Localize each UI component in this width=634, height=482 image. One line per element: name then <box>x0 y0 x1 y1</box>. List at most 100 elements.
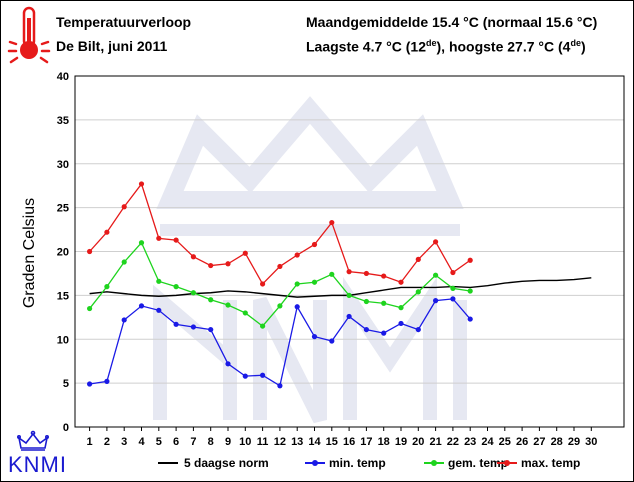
series-line-norm <box>89 277 592 298</box>
x-tick-label: 12 <box>274 436 286 448</box>
x-tick-label: 8 <box>208 436 214 448</box>
data-point-min <box>381 330 387 336</box>
x-tick-label: 30 <box>585 436 597 448</box>
x-tick-label: 11 <box>257 436 269 448</box>
data-point-min <box>450 296 456 302</box>
data-point-min <box>415 326 421 333</box>
x-tick-label: 13 <box>291 436 303 448</box>
data-point-max <box>225 261 231 267</box>
data-point-gem <box>260 323 266 329</box>
data-point-min <box>398 320 404 327</box>
x-tick-label: 24 <box>481 436 494 448</box>
x-tick-label: 10 <box>239 436 251 448</box>
y-tick-label: 25 <box>57 203 69 215</box>
data-point-gem <box>87 305 93 312</box>
watermark-crown <box>156 96 464 209</box>
knmi-logo-text: KNMI <box>8 452 67 477</box>
data-point-gem <box>294 281 300 287</box>
chart-subtitle-location: De Bilt, juni 2011 <box>56 38 168 54</box>
data-point-max <box>450 269 456 276</box>
data-point-max <box>329 219 335 226</box>
x-tick-label: 6 <box>173 436 179 448</box>
data-point-max <box>190 254 196 260</box>
data-point-gem <box>156 278 162 284</box>
data-point-min <box>121 317 127 323</box>
data-point-max <box>415 256 421 262</box>
y-tick-label: 5 <box>63 378 69 390</box>
data-point-max <box>294 252 300 258</box>
x-tick-label: 20 <box>412 436 424 448</box>
data-point-min <box>311 334 318 340</box>
data-point-gem <box>363 298 369 305</box>
data-point-gem <box>415 289 421 295</box>
data-point-max <box>381 273 387 279</box>
x-tick-label: 28 <box>551 436 563 448</box>
data-point-gem <box>381 300 387 306</box>
data-point-max <box>208 262 214 269</box>
x-tick-label: 1 <box>87 436 93 448</box>
data-point-min <box>467 316 473 322</box>
data-point-max <box>173 237 179 243</box>
x-tick-label: 21 <box>429 436 441 448</box>
data-point-gem <box>225 302 231 308</box>
y-tick-label: 35 <box>57 115 69 127</box>
data-point-gem <box>450 285 456 291</box>
data-point-min <box>433 298 439 304</box>
data-point-min <box>260 372 266 378</box>
data-point-max <box>277 263 283 270</box>
data-point-gem <box>173 284 179 290</box>
data-point-max <box>104 229 110 235</box>
data-point-gem <box>138 240 145 246</box>
data-point-gem <box>208 297 214 303</box>
crown-icon <box>16 430 49 451</box>
x-tick-label: 7 <box>190 436 196 448</box>
data-point-max <box>467 257 473 263</box>
data-point-min <box>225 361 231 367</box>
x-tick-label: 14 <box>308 436 321 448</box>
y-tick-label: 30 <box>57 159 69 171</box>
x-tick-label: 17 <box>360 436 372 448</box>
x-tick-label: 23 <box>464 436 476 448</box>
monthly-average-text: Maandgemiddelde 15.4 °C (normaal 15.6 °C… <box>306 14 598 30</box>
data-point-min <box>363 326 369 333</box>
chart-title: Temperatuurverloop <box>56 14 192 30</box>
x-tick-label: 19 <box>395 436 407 448</box>
data-point-max <box>242 250 248 256</box>
x-tick-label: 4 <box>138 436 145 448</box>
data-point-gem <box>329 271 335 277</box>
data-point-min <box>104 378 110 384</box>
data-point-min <box>277 383 283 389</box>
x-tick-label: 25 <box>499 436 511 448</box>
data-point-max <box>398 279 404 285</box>
x-tick-label: 16 <box>343 436 355 448</box>
watermark-letters <box>153 276 467 424</box>
data-point-gem <box>398 305 404 311</box>
thermometer-icon <box>7 6 51 64</box>
y-tick-label: 20 <box>57 247 69 259</box>
legend-marker-max <box>504 460 510 466</box>
data-point-min <box>208 326 214 333</box>
data-point-min <box>242 373 248 379</box>
data-point-min <box>173 321 179 327</box>
legend-label-gem: gem. temp <box>448 456 508 470</box>
data-point-gem <box>242 310 248 316</box>
y-tick-label: 0 <box>63 422 69 434</box>
data-point-max <box>346 269 352 275</box>
data-point-min <box>138 303 145 309</box>
data-point-min <box>346 313 352 320</box>
legend-marker-gem <box>431 460 437 466</box>
x-tick-label: 5 <box>156 436 162 448</box>
plot-area <box>74 75 625 428</box>
data-point-min <box>156 307 162 313</box>
extremes-text: Laagste 4.7 °C (12de), hoogste 27.7 °C (… <box>306 38 586 55</box>
legend-label-min: min. temp <box>329 456 386 470</box>
data-point-gem <box>190 290 196 296</box>
data-point-max <box>138 181 145 187</box>
data-point-min <box>87 381 93 387</box>
data-point-max <box>311 241 318 248</box>
data-point-gem <box>104 284 110 290</box>
data-point-max <box>363 270 369 277</box>
data-point-min <box>190 324 196 330</box>
data-point-max <box>156 235 162 241</box>
